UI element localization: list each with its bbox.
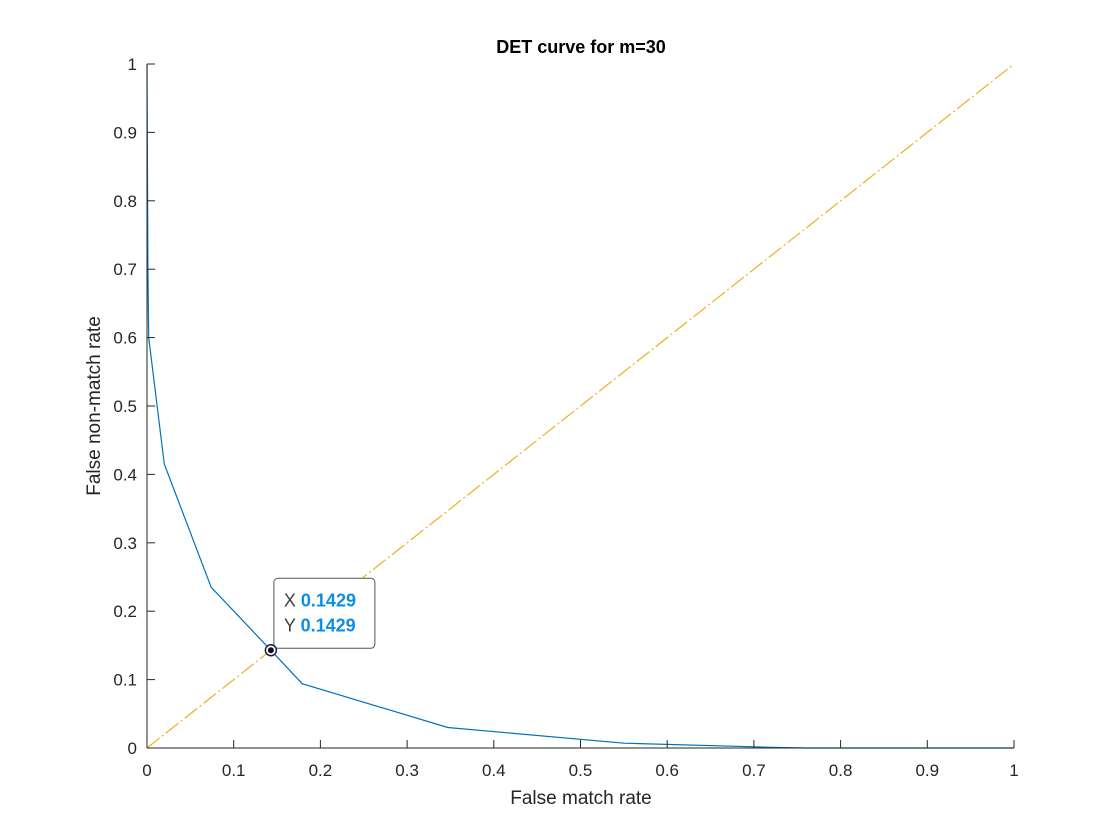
y-axis-label: False non-match rate — [84, 316, 105, 496]
x-tick-label: 0.4 — [482, 761, 506, 780]
y-tick-label: 1 — [128, 55, 137, 74]
y-tick-label: 0.5 — [113, 397, 137, 416]
y-tick-label: 0.1 — [113, 671, 137, 690]
datatip-box[interactable] — [273, 577, 376, 649]
y-tick-label: 0.7 — [113, 260, 137, 279]
x-tick-label: 0.5 — [569, 761, 593, 780]
chart-title: DET curve for m=30 — [496, 37, 666, 57]
axes: 0 0.1 0.2 0.3 0.4 0.5 0.6 0.7 0.8 0.9 1 0 0.1 0.2 0.3 0… — [113, 55, 1018, 780]
x-tick-label: 0.3 — [395, 761, 419, 780]
x-axis-label: False match rate — [510, 788, 652, 809]
series-line-1 — [146, 63, 1014, 749]
plot-area — [146, 63, 1015, 749]
y-tick-label: 0.6 — [113, 329, 137, 348]
x-tick-label: 0.9 — [915, 761, 939, 780]
y-tick-label: 0.9 — [113, 123, 137, 142]
y-tick-label: 0.4 — [113, 465, 137, 484]
x-tick-label: 0 — [142, 761, 151, 780]
datatip-x-row: X 0.1429 — [284, 590, 356, 610]
x-tick-label: 0.6 — [655, 761, 679, 780]
series-line-2 — [146, 63, 1015, 749]
datatip-marker-dot — [267, 647, 274, 654]
datatip-x-value: 0.1429 — [301, 590, 356, 610]
x-tick-label: 0.1 — [222, 761, 246, 780]
datatip-y-row: Y 0.1429 — [284, 615, 356, 635]
y-tick-label: 0.2 — [113, 602, 137, 621]
datatip-y-value: 0.1429 — [301, 615, 356, 635]
datatip-x-key: X — [284, 590, 301, 610]
y-tick-label: 0.8 — [113, 192, 137, 211]
datatip-y-key: Y — [284, 615, 301, 635]
x-tick-label: 0.2 — [309, 761, 333, 780]
x-tick-label: 0.7 — [742, 761, 766, 780]
x-tick-label: 0.8 — [829, 761, 853, 780]
y-tick-label: 0 — [128, 739, 137, 758]
x-tick-label: 1 — [1009, 761, 1018, 780]
y-tick-label: 0.3 — [113, 534, 137, 553]
